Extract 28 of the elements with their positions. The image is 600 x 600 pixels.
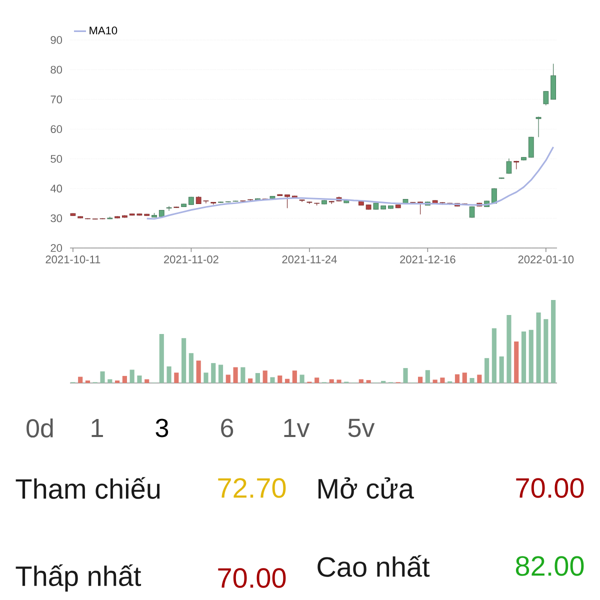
y-tick-label: 60 [50, 125, 62, 134]
y-tick-label: 70 [50, 96, 62, 104]
y-tick-label: 90 [50, 36, 62, 44]
x-tick-label: 2021-10-11 [46, 256, 100, 264]
y-tick-label: 20 [50, 244, 62, 252]
x-tick-label: 2022-01-10 [518, 256, 574, 264]
text: 72.70 [218, 478, 286, 498]
text: Tham chiếu [16, 477, 160, 499]
text: Mở cửa [318, 477, 414, 499]
legend-label: MA10 [90, 26, 118, 34]
text: 1 [92, 419, 103, 437]
x-tick-label: 2021-11-02 [164, 256, 218, 264]
x-tick-label: 2021-12-16 [400, 256, 456, 264]
x-tick-label: 2021-11-24 [282, 256, 337, 264]
text: 0d [26, 418, 53, 438]
text: 6 [221, 418, 234, 438]
text: 70.00 [516, 478, 584, 498]
text: Cao nhất [318, 555, 430, 577]
text: 5v [348, 418, 375, 438]
text: 70.00 [218, 568, 286, 588]
y-tick-label: 30 [50, 214, 62, 222]
text: 82.00 [516, 556, 584, 576]
text: 3 [156, 418, 168, 438]
y-tick-label: 40 [50, 184, 62, 192]
y-tick-label: 50 [50, 154, 62, 163]
text: 1v [284, 419, 310, 437]
text: Thấp nhất [16, 564, 142, 592]
y-tick-label: 80 [50, 66, 62, 74]
